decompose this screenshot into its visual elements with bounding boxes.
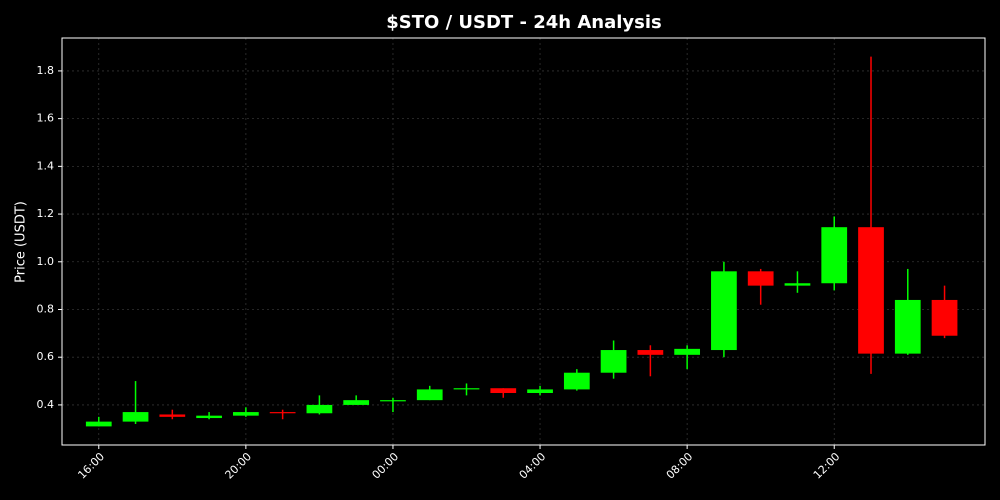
y-tick-label: 1.6 [37, 112, 55, 125]
candle-body [159, 414, 186, 417]
candle-body [122, 412, 149, 422]
y-tick-label: 1.2 [37, 207, 55, 220]
y-tick-label: 1.8 [37, 64, 55, 77]
candle-body [894, 299, 921, 354]
candle-body [784, 283, 811, 286]
candle-body [527, 389, 553, 393]
candle-body [711, 271, 737, 351]
y-tick-label: 0.6 [37, 350, 55, 363]
candle-body [858, 227, 884, 354]
plot-frame [61, 37, 986, 446]
chart-title: $STO / USDT - 24h Analysis [386, 12, 662, 33]
y-axis-label: Price (USDT) [14, 201, 29, 283]
candle-body [380, 400, 406, 402]
candle-body [343, 400, 370, 405]
y-tick-label: 1.4 [37, 159, 55, 172]
candle-body [453, 388, 480, 390]
candle-body [232, 412, 259, 416]
candle-body [600, 350, 627, 373]
y-tick-label: 0.4 [37, 398, 55, 411]
candle-body [490, 388, 517, 393]
candle-body [821, 227, 848, 284]
candle-body [563, 372, 590, 390]
y-tick-label: 0.8 [37, 302, 55, 315]
y-tick-label: 1.0 [37, 255, 55, 268]
candle-body [747, 271, 774, 286]
candle-body [85, 421, 112, 427]
candle-body [637, 350, 664, 355]
candle-body [674, 348, 701, 355]
candle-body [269, 412, 296, 414]
candle-body [931, 299, 958, 336]
candle-body [416, 389, 443, 401]
candle-body [306, 404, 333, 414]
candle-body [196, 415, 222, 419]
